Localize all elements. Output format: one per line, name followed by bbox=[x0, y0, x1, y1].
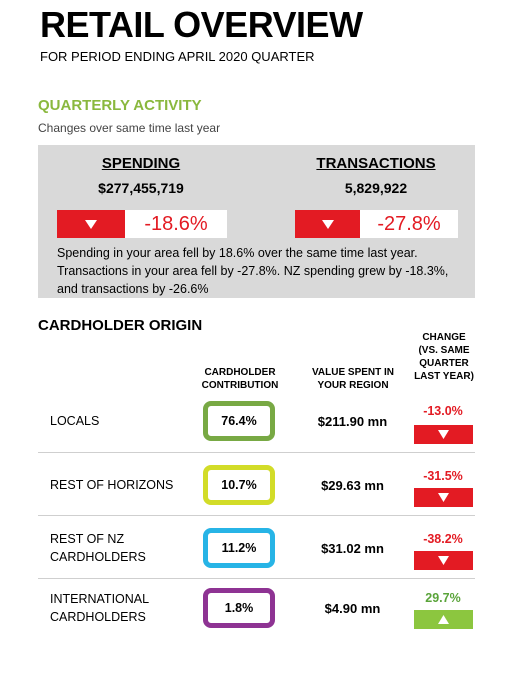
down-indicator bbox=[414, 425, 473, 444]
metric-value: 5,829,922 bbox=[344, 180, 408, 196]
metric-label: SPENDING bbox=[101, 155, 181, 172]
value-spent: $29.63 mn bbox=[321, 478, 384, 493]
down-indicator bbox=[295, 210, 360, 238]
change: -38.2% bbox=[423, 532, 463, 546]
row-label: INTERNATIONAL CARDHOLDERS bbox=[50, 592, 149, 624]
value-spent: $31.02 mn bbox=[321, 541, 384, 556]
value-spent: $4.90 mn bbox=[324, 601, 381, 616]
down-indicator bbox=[57, 210, 125, 238]
section-subheading: Changes over same time last year bbox=[38, 121, 221, 135]
metric-change: -18.6% bbox=[125, 210, 227, 238]
row-label: REST OF NZ CARDHOLDERS bbox=[50, 532, 146, 564]
down-indicator bbox=[414, 551, 473, 570]
separator bbox=[38, 578, 475, 579]
down-arrow bbox=[322, 220, 334, 229]
section-heading: QUARTERLY ACTIVITY bbox=[38, 97, 202, 114]
down-arrow bbox=[438, 430, 449, 439]
metric-label: TRANSACTIONS bbox=[316, 155, 436, 172]
down-indicator bbox=[414, 488, 473, 507]
change: -31.5% bbox=[423, 469, 463, 483]
column-header: VALUE SPENT IN YOUR REGION bbox=[311, 367, 395, 391]
contribution: 10.7% bbox=[203, 465, 275, 505]
change: -13.0% bbox=[423, 404, 463, 418]
contribution: 1.8% bbox=[203, 588, 275, 628]
change: 29.7% bbox=[425, 591, 461, 605]
summary-note: Spending in your area fell by 18.6% over… bbox=[57, 246, 449, 296]
down-arrow bbox=[85, 220, 97, 229]
value-spent: $211.90 mn bbox=[317, 414, 388, 429]
column-header: CARDHOLDER CONTRIBUTION bbox=[201, 367, 279, 391]
up-indicator bbox=[414, 610, 473, 629]
contribution: 11.2% bbox=[203, 528, 275, 568]
row-label: LOCALS bbox=[50, 414, 100, 428]
contribution: 76.4% bbox=[203, 401, 275, 441]
down-arrow bbox=[438, 493, 449, 502]
metric-value: $277,455,719 bbox=[98, 180, 184, 196]
up-arrow bbox=[438, 615, 449, 624]
separator bbox=[38, 515, 475, 516]
section-heading: CARDHOLDER ORIGIN bbox=[38, 317, 203, 334]
separator bbox=[38, 452, 475, 453]
column-header: CHANGE (VS. SAME QUARTER LAST YEAR) bbox=[414, 332, 474, 382]
metric-change: -27.8% bbox=[360, 210, 458, 238]
title: RETAIL OVERVIEW bbox=[40, 4, 363, 45]
down-arrow bbox=[438, 556, 449, 565]
row-label: REST OF HORIZONS bbox=[50, 478, 174, 492]
subtitle: FOR PERIOD ENDING APRIL 2020 QUARTER bbox=[40, 49, 315, 64]
